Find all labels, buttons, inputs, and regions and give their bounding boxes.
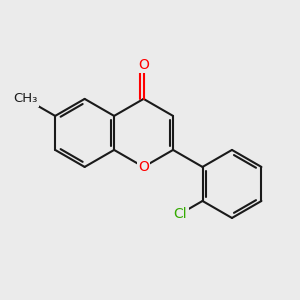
Text: O: O	[138, 160, 149, 174]
Text: CH₃: CH₃	[14, 92, 38, 105]
Text: Cl: Cl	[174, 207, 187, 221]
Text: O: O	[138, 58, 149, 72]
